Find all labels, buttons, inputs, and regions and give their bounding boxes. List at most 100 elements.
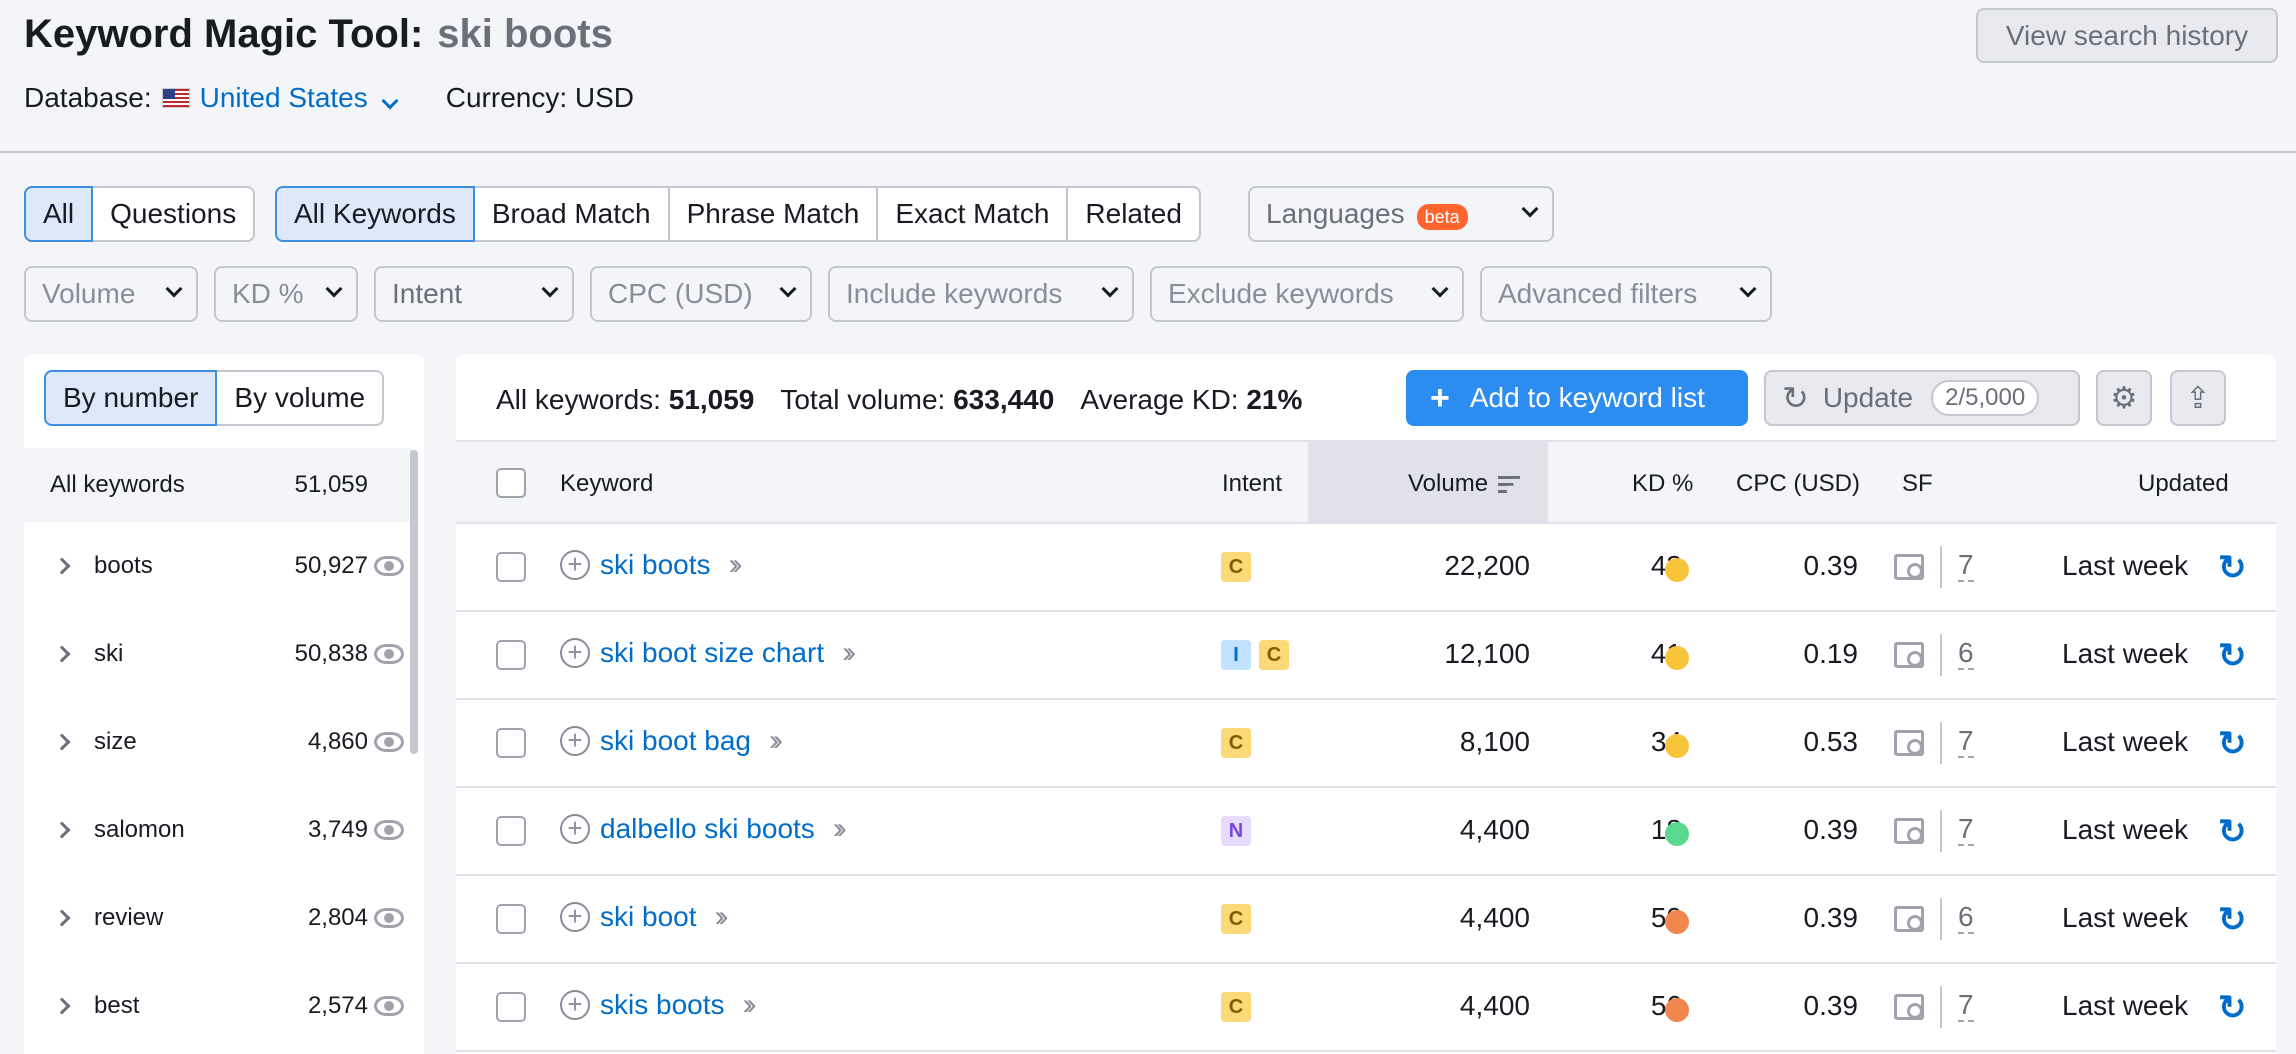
group-item[interactable]: salomon 3,749 [24, 786, 412, 874]
serp-features-icon[interactable] [1894, 994, 1924, 1020]
add-keyword-icon[interactable]: + [560, 990, 590, 1020]
tab-all-keywords[interactable]: All Keywords [275, 186, 475, 242]
eye-icon[interactable] [374, 644, 404, 664]
tab-broad-match[interactable]: Broad Match [472, 186, 670, 242]
database-value[interactable]: United States [199, 82, 368, 113]
keyword-overview-icon[interactable]: ›› [832, 812, 847, 845]
total-volume-stat: Total volume: 633,440 [780, 384, 1054, 416]
group-name: size [94, 728, 137, 755]
keyword-link[interactable]: ski boot [600, 901, 697, 932]
row-checkbox[interactable] [496, 816, 526, 846]
eye-icon[interactable] [374, 996, 404, 1016]
tab-all[interactable]: All [24, 186, 94, 242]
volume-column-header[interactable]: Volume [1408, 470, 1521, 498]
updated-column-header[interactable]: Updated [2138, 470, 2229, 497]
tab-exact-match[interactable]: Exact Match [876, 186, 1069, 242]
exclude-keywords-filter[interactable]: Exclude keywords [1150, 266, 1464, 322]
update-button[interactable]: ↻ Update 2/5,000 [1764, 370, 2080, 426]
cpc-column-header[interactable]: CPC (USD) [1736, 470, 1860, 497]
cpc-filter[interactable]: CPC (USD) [590, 266, 812, 322]
add-to-keyword-list-button[interactable]: + Add to keyword list [1406, 370, 1748, 426]
serp-features-count[interactable]: 7 [1958, 813, 1974, 846]
add-keyword-icon[interactable]: + [560, 550, 590, 580]
refresh-icon[interactable]: ↻ [2218, 813, 2247, 851]
chevron-right-icon[interactable] [53, 733, 71, 751]
keyword-link[interactable]: dalbello ski boots [600, 813, 815, 844]
keyword-overview-icon[interactable]: ›› [728, 548, 743, 581]
settings-button[interactable]: ⚙ [2096, 370, 2152, 426]
refresh-icon[interactable]: ↻ [2218, 549, 2247, 587]
serp-features-count[interactable]: 7 [1958, 989, 1974, 1022]
view-search-history-button[interactable]: View search history [1976, 8, 2278, 63]
tab-questions[interactable]: Questions [91, 186, 256, 242]
intent-column-header[interactable]: Intent [1222, 470, 1283, 497]
volume-cell: 4,400 [1459, 990, 1530, 1021]
group-item[interactable]: ski 50,838 [24, 610, 412, 698]
serp-features-count[interactable]: 6 [1958, 901, 1974, 934]
group-item[interactable]: boots 50,927 [24, 522, 412, 610]
advanced-filters[interactable]: Advanced filters [1480, 266, 1772, 322]
eye-icon[interactable] [374, 556, 404, 576]
serp-features-icon[interactable] [1894, 818, 1924, 844]
keyword-overview-icon[interactable]: ›› [742, 988, 757, 1021]
sf-column-header[interactable]: SF [1902, 470, 1933, 497]
group-item[interactable]: review 2,804 [24, 874, 412, 962]
group-item[interactable]: best 2,574 [24, 962, 412, 1050]
add-keyword-icon[interactable]: + [560, 726, 590, 756]
kd-filter[interactable]: KD % [214, 266, 358, 322]
sidebar-scrollbar[interactable] [410, 450, 418, 754]
keyword-link[interactable]: ski boot bag [600, 725, 751, 756]
select-all-checkbox[interactable] [496, 468, 526, 498]
row-checkbox[interactable] [496, 992, 526, 1022]
volume-filter[interactable]: Volume [24, 266, 198, 322]
refresh-icon[interactable]: ↻ [2218, 901, 2247, 939]
tab-related[interactable]: Related [1066, 186, 1201, 242]
add-keyword-icon[interactable]: + [560, 814, 590, 844]
add-keyword-icon[interactable]: + [560, 902, 590, 932]
keyword-overview-icon[interactable]: ›› [769, 724, 783, 757]
chevron-right-icon[interactable] [53, 557, 71, 575]
intent-badge: C [1221, 992, 1251, 1022]
refresh-icon[interactable]: ↻ [2218, 637, 2247, 675]
refresh-icon[interactable]: ↻ [2218, 725, 2247, 763]
by-volume-button[interactable]: By volume [215, 370, 385, 426]
chevron-down-icon [1521, 200, 1539, 218]
row-checkbox[interactable] [496, 640, 526, 670]
by-number-button[interactable]: By number [44, 370, 218, 426]
row-checkbox[interactable] [496, 728, 526, 758]
serp-features-icon[interactable] [1894, 642, 1924, 668]
add-keyword-icon[interactable]: + [560, 638, 590, 668]
database-dropdown[interactable]: United States [199, 82, 399, 114]
row-checkbox[interactable] [496, 552, 526, 582]
group-item[interactable]: size 4,860 [24, 698, 412, 786]
eye-icon[interactable] [374, 732, 404, 752]
export-button[interactable]: ⇪ [2170, 370, 2226, 426]
keyword-overview-icon[interactable]: ›› [714, 900, 729, 933]
serp-features-icon[interactable] [1894, 730, 1924, 756]
serp-features-icon[interactable] [1894, 906, 1924, 932]
refresh-icon[interactable]: ↻ [2218, 989, 2247, 1027]
chevron-right-icon[interactable] [53, 821, 71, 839]
keyword-overview-icon[interactable]: ›› [842, 636, 856, 669]
keyword-link[interactable]: ski boot size chart [600, 637, 825, 668]
all-keywords-group[interactable]: All keywords 51,059 [24, 448, 412, 522]
chevron-right-icon[interactable] [53, 997, 71, 1015]
languages-dropdown[interactable]: Languages beta [1248, 186, 1554, 242]
tab-phrase-match[interactable]: Phrase Match [667, 186, 879, 242]
serp-features-count[interactable]: 7 [1958, 725, 1974, 758]
chevron-right-icon[interactable] [53, 909, 71, 927]
keyword-cell: + ski boot size chart ›› [560, 636, 856, 670]
eye-icon[interactable] [374, 820, 404, 840]
keyword-column-header[interactable]: Keyword [560, 470, 654, 497]
chevron-right-icon[interactable] [53, 645, 71, 663]
intent-filter[interactable]: Intent [374, 266, 574, 322]
row-checkbox[interactable] [496, 904, 526, 934]
eye-icon[interactable] [374, 908, 404, 928]
keyword-link[interactable]: ski boots [600, 549, 711, 580]
serp-features-count[interactable]: 7 [1958, 549, 1974, 582]
kd-column-header[interactable]: KD % [1632, 470, 1694, 497]
serp-features-count[interactable]: 6 [1958, 637, 1974, 670]
keyword-link[interactable]: skis boots [600, 989, 725, 1020]
include-keywords-filter[interactable]: Include keywords [828, 266, 1134, 322]
serp-features-icon[interactable] [1894, 554, 1924, 580]
